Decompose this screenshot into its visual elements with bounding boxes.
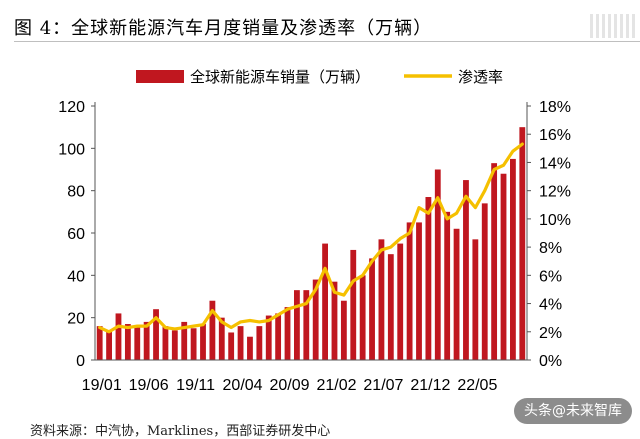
bar-27 [350,250,356,360]
bar-42 [491,163,497,360]
bar-14 [228,332,234,360]
right-tick-label: 6% [539,268,562,285]
bar-11 [200,324,206,360]
left-tick-label: 0 [76,353,85,370]
bar-43 [501,174,507,360]
right-tick-label: 16% [539,127,571,144]
header-decoration [590,14,638,38]
x-tick-label: 20/09 [269,377,309,394]
bar-4 [134,326,140,360]
bar-40 [472,239,478,360]
legend-line-label: 渗透率 [458,68,503,86]
bar-3 [125,324,131,360]
bar-8 [172,330,178,360]
left-tick-label: 20 [67,311,85,328]
right-tick-label: 10% [539,212,571,229]
right-tick-label: 8% [539,240,562,257]
bar-38 [454,229,460,360]
sales-penetration-chart: 全球新能源车销量（万辆） 渗透率 0 20 40 60 80 100 120 0% 2% 4% 6%… [0,44,640,416]
bar-1 [106,330,112,360]
bar-33 [407,222,413,360]
bar-41 [482,203,488,360]
bar-44 [510,159,516,360]
chart-legend: 全球新能源车销量（万辆） 渗透率 [136,68,503,86]
x-tick-label: 19/01 [82,377,122,394]
source-note: 资料来源：中汽协，Marklines，西部证券研发中心 [30,420,330,439]
bar-45 [519,127,525,360]
bar-30 [379,239,385,360]
header-rule [14,41,640,42]
bar-31 [388,254,394,360]
right-tick-label: 12% [539,184,571,201]
bar-24 [322,244,328,360]
bar-28 [360,275,366,360]
left-tick-label: 40 [67,268,85,285]
figure-title: 图 4：全球新能源汽车月度销量及渗透率（万辆） [14,14,432,40]
bar-19 [275,313,281,360]
bar-2 [116,313,122,360]
x-tick-label: 21/07 [363,377,403,394]
right-tick-label: 4% [539,297,562,314]
right-tick-label: 18% [539,99,571,116]
figure-header: 图 4：全球新能源汽车月度销量及渗透率（万辆） [0,0,640,44]
left-tick-label: 120 [58,99,85,116]
bar-7 [163,326,169,360]
bar-29 [369,258,375,360]
bar-20 [285,307,291,360]
bar-26 [341,301,347,360]
x-tick-label: 22/05 [457,377,497,394]
x-tick-label: 20/04 [223,377,263,394]
bar-21 [294,290,300,360]
left-tick-label: 80 [67,184,85,201]
bar-16 [247,337,253,360]
x-tick-label: 19/11 [176,377,215,394]
right-tick-label: 0% [539,353,562,370]
bar-17 [256,326,262,360]
left-tick-label: 60 [67,226,85,243]
right-tick-label: 2% [539,325,562,342]
legend-bar-label: 全球新能源车销量（万辆） [190,68,370,86]
bar-32 [397,244,403,360]
bar-0 [97,326,103,360]
left-tick-label: 100 [58,141,85,158]
bar-10 [191,328,197,360]
watermark-badge: 头条@未来智库 [514,398,632,424]
bar-37 [444,212,450,360]
x-tick-label: 19/06 [129,377,169,394]
bar-15 [238,326,244,360]
bar-39 [463,180,469,360]
bar-34 [416,222,422,360]
right-tick-label: 14% [539,155,571,172]
x-tick-label: 21/12 [410,377,450,394]
x-tick-label: 21/02 [316,377,356,394]
legend-bar-swatch [136,70,184,83]
bar-35 [425,197,431,360]
